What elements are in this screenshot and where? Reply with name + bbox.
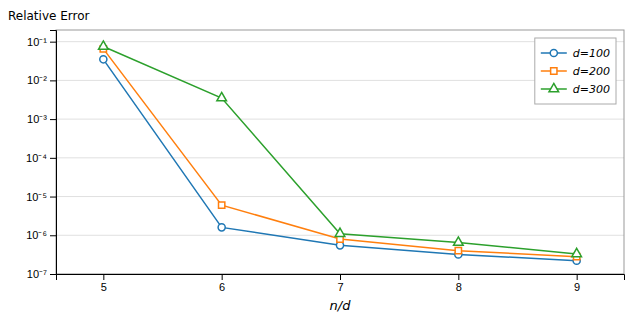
x-tick-label: 7 bbox=[337, 281, 343, 293]
x-tick: 9 bbox=[574, 274, 580, 293]
x-tick-label: 9 bbox=[574, 281, 580, 293]
y-tick-label: 10⁻⁶ bbox=[26, 229, 47, 241]
y-tick-label: 10⁻⁵ bbox=[26, 191, 47, 203]
series bbox=[99, 41, 582, 257]
series-marker bbox=[219, 202, 225, 208]
grid-line bbox=[56, 196, 624, 197]
x-tick-mark bbox=[340, 274, 341, 280]
y-tick-mark bbox=[50, 158, 56, 159]
y-tick-mark bbox=[50, 197, 56, 198]
x-tick-mark bbox=[458, 274, 459, 280]
series-line bbox=[103, 49, 576, 257]
legend-item: d=300 bbox=[541, 83, 610, 96]
series-line bbox=[103, 46, 576, 253]
x-tick-mark bbox=[577, 274, 578, 280]
x-tick-mark bbox=[222, 274, 223, 280]
x-tick: 8 bbox=[456, 274, 462, 293]
y-tick-mark bbox=[50, 119, 56, 120]
grid-line bbox=[56, 119, 624, 120]
y-tick-label: 10⁻¹ bbox=[27, 36, 47, 48]
legend-label: d=200 bbox=[573, 65, 610, 78]
legend-symbol bbox=[549, 83, 559, 91]
x-tick: 7 bbox=[337, 274, 343, 293]
y-tick-mark bbox=[50, 235, 56, 236]
series-marker bbox=[454, 237, 464, 245]
chart: 5678910⁻⁷10⁻⁶10⁻⁵10⁻⁴10⁻³10⁻²10⁻¹d=100d=… bbox=[0, 0, 640, 318]
y-tick-mark bbox=[50, 80, 56, 81]
y-axis-line bbox=[50, 31, 57, 275]
x-tick: 6 bbox=[219, 274, 225, 293]
series-marker bbox=[455, 248, 461, 254]
plot-frame bbox=[56, 30, 624, 274]
y-tick: 10⁻⁵ bbox=[26, 191, 56, 203]
series-line bbox=[103, 59, 576, 260]
legend-box bbox=[535, 38, 616, 104]
y-tick-mark bbox=[50, 42, 56, 43]
y-tick-mark bbox=[50, 274, 56, 275]
y-tick-label: 10⁻³ bbox=[27, 113, 47, 125]
legend-label: d=100 bbox=[573, 47, 610, 60]
legend: d=100 d=200 d=300 bbox=[535, 38, 616, 104]
series bbox=[100, 46, 580, 260]
plot: 5678910⁻⁷10⁻⁶10⁻⁵10⁻⁴10⁻³10⁻²10⁻¹d=100d=… bbox=[26, 30, 624, 293]
y-axis-title: Relative Error bbox=[8, 9, 90, 23]
x-tick-mark bbox=[103, 274, 104, 280]
legend-item: d=100 bbox=[541, 47, 610, 60]
series-marker bbox=[99, 41, 109, 49]
grid-line bbox=[56, 157, 624, 158]
legend-label: d=300 bbox=[573, 83, 610, 96]
y-tick: 10⁻⁶ bbox=[26, 229, 56, 241]
y-axis: 10⁻⁷ 10⁻⁶ 10⁻⁵ 10⁻⁴ 10⁻³ 10⁻² 10⁻¹ bbox=[26, 31, 56, 281]
legend-item: d=200 bbox=[541, 65, 610, 78]
y-tick: 10⁻² bbox=[27, 74, 56, 86]
y-tick: 10⁻⁴ bbox=[26, 152, 56, 164]
y-tick: 10⁻¹ bbox=[27, 36, 56, 48]
legend-symbol bbox=[550, 49, 557, 56]
series-marker bbox=[100, 56, 107, 63]
series-marker bbox=[335, 228, 345, 236]
x-tick-label: 6 bbox=[219, 281, 225, 293]
series-marker bbox=[572, 248, 582, 256]
x-axis-title: n/d bbox=[330, 298, 352, 313]
y-tick-label: 10⁻² bbox=[27, 74, 47, 86]
y-tick: 10⁻³ bbox=[27, 113, 56, 125]
y-tick: 10⁻⁷ bbox=[27, 268, 56, 280]
marks bbox=[99, 41, 582, 264]
series-marker bbox=[217, 92, 227, 100]
x-tick-label: 5 bbox=[101, 281, 107, 293]
legend-symbol bbox=[551, 68, 557, 74]
x-tick: 5 bbox=[101, 274, 107, 293]
series-marker bbox=[218, 224, 225, 231]
x-tick-label: 8 bbox=[456, 281, 462, 293]
x-axis-line bbox=[57, 275, 625, 281]
y-tick-label: 10⁻⁷ bbox=[27, 268, 47, 280]
y-tick-label: 10⁻⁴ bbox=[26, 152, 47, 164]
x-axis: 5 6 7 8 9 bbox=[57, 274, 625, 293]
series bbox=[100, 56, 580, 265]
